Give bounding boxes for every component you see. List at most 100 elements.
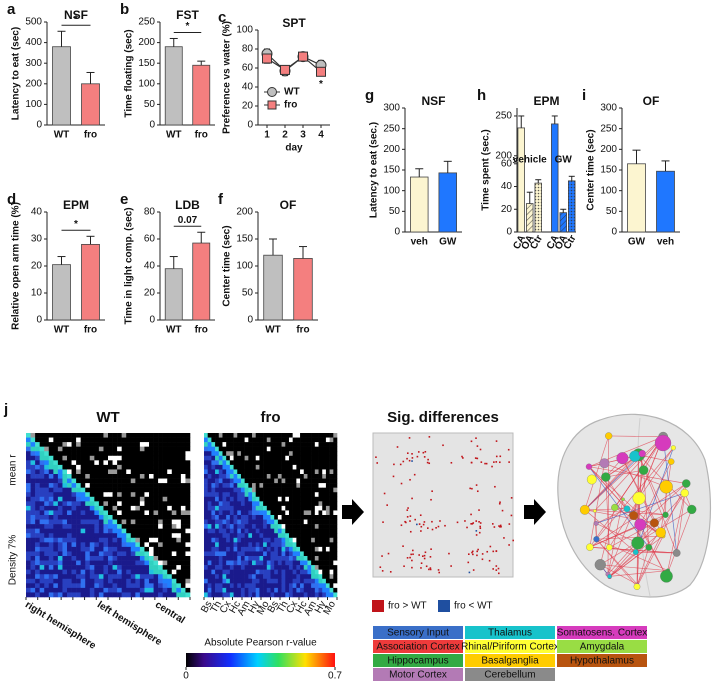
heatmap-cell bbox=[271, 515, 275, 520]
heatmap-cell bbox=[293, 551, 297, 556]
sig-dot bbox=[409, 557, 411, 559]
heatmap-cell bbox=[234, 574, 238, 579]
heatmap-cell bbox=[222, 447, 226, 452]
heatmap-cell bbox=[185, 479, 190, 484]
heatmap-cell bbox=[319, 497, 323, 502]
heatmap-cell bbox=[322, 510, 326, 515]
heatmap-cell bbox=[259, 474, 263, 479]
heatmap-cell bbox=[44, 561, 49, 566]
heatmap-cell bbox=[185, 510, 190, 515]
x-tick-label: fro bbox=[84, 325, 97, 336]
heatmap-cell bbox=[49, 488, 54, 493]
heatmap-cell bbox=[49, 501, 54, 506]
heatmap-cell bbox=[256, 433, 260, 438]
heatmap-cell bbox=[296, 561, 300, 566]
heatmap-cell bbox=[271, 520, 275, 525]
heatmap-cell bbox=[293, 438, 297, 443]
sig-dot bbox=[422, 555, 424, 557]
heatmap-cell bbox=[259, 510, 263, 515]
heatmap-cell bbox=[140, 565, 145, 570]
heatmap-cell bbox=[311, 583, 315, 588]
heatmap-cell bbox=[185, 451, 190, 456]
heatmap-cell bbox=[300, 438, 304, 443]
heatmap-cell bbox=[85, 483, 90, 488]
heatmap-cell bbox=[289, 460, 293, 465]
heatmap-cell bbox=[241, 592, 245, 597]
heatmap-cell bbox=[274, 524, 278, 529]
heatmap-cell bbox=[154, 510, 159, 515]
heatmap-cell bbox=[94, 538, 99, 543]
heatmap-cell bbox=[319, 556, 323, 561]
heatmap-cell bbox=[289, 588, 293, 593]
heatmap-cell bbox=[307, 501, 311, 506]
heatmap-cell bbox=[131, 524, 136, 529]
heatmap-cell bbox=[204, 438, 208, 443]
panel-letter: g bbox=[365, 87, 374, 104]
heatmap-cell bbox=[319, 465, 323, 470]
heatmap-cell bbox=[31, 556, 36, 561]
heatmap-cell bbox=[149, 592, 154, 597]
sig-dot bbox=[480, 527, 482, 529]
heatmap-cell bbox=[167, 433, 172, 438]
heatmap-cell bbox=[285, 469, 289, 474]
heatmap-cell bbox=[289, 479, 293, 484]
heatmap-cell bbox=[289, 529, 293, 534]
heatmap-cell bbox=[293, 469, 297, 474]
heatmap-cell bbox=[94, 469, 99, 474]
heatmap-cell bbox=[215, 456, 219, 461]
sig-dot bbox=[438, 572, 440, 574]
sig-dot bbox=[412, 550, 414, 552]
heatmap-cell bbox=[252, 488, 256, 493]
heatmap-cell bbox=[304, 447, 308, 452]
heatmap-cell bbox=[131, 460, 136, 465]
heatmap-cell bbox=[163, 529, 168, 534]
heatmap-cell bbox=[222, 538, 226, 543]
heatmap-cell bbox=[135, 433, 140, 438]
heatmap-cell bbox=[204, 561, 208, 566]
heatmap-cell bbox=[72, 529, 77, 534]
heatmap-cell bbox=[300, 588, 304, 593]
heatmap-cell bbox=[185, 483, 190, 488]
heatmap-cell bbox=[76, 447, 81, 452]
heatmap-cell bbox=[211, 438, 215, 443]
heatmap-cell bbox=[333, 556, 337, 561]
heatmap-cell bbox=[85, 451, 90, 456]
sig-title: Sig. differences bbox=[387, 409, 499, 426]
heatmap-cell bbox=[319, 588, 323, 593]
heatmap-cell bbox=[176, 474, 181, 479]
heatmap-cell bbox=[117, 547, 122, 552]
heatmap-cell bbox=[333, 592, 337, 597]
heatmap-cell bbox=[122, 451, 127, 456]
heatmap-cell bbox=[94, 588, 99, 593]
heatmap-cell bbox=[144, 451, 149, 456]
heatmap-cell bbox=[35, 488, 40, 493]
heatmap-cell bbox=[234, 451, 238, 456]
heatmap-cell bbox=[76, 442, 81, 447]
heatmap-cell bbox=[99, 542, 104, 547]
heatmap-cell bbox=[67, 547, 72, 552]
heatmap-cell bbox=[315, 488, 319, 493]
heatmap-cell bbox=[135, 510, 140, 515]
region-label: Cerebellum bbox=[484, 670, 535, 681]
heatmap-cell bbox=[117, 469, 122, 474]
heatmap-cell bbox=[163, 547, 168, 552]
heatmap-cell bbox=[307, 561, 311, 566]
heatmap-cell bbox=[252, 561, 256, 566]
heatmap-cell bbox=[58, 583, 63, 588]
heatmap-cell bbox=[282, 469, 286, 474]
sig-dot bbox=[401, 524, 403, 526]
heatmap-cell bbox=[26, 565, 31, 570]
heatmap-cell bbox=[113, 438, 118, 443]
heatmap-cell bbox=[62, 483, 67, 488]
heatmap-cell bbox=[53, 533, 58, 538]
heatmap-cell bbox=[208, 479, 212, 484]
heatmap-cell bbox=[67, 570, 72, 575]
heatmap-cell bbox=[248, 570, 252, 575]
heatmap-cell bbox=[296, 524, 300, 529]
heatmap-cell bbox=[176, 506, 181, 511]
heatmap-cell bbox=[289, 474, 293, 479]
heatmap-cell bbox=[326, 492, 330, 497]
heatmap-cell bbox=[248, 442, 252, 447]
sig-dot bbox=[466, 527, 468, 529]
heatmap-cell bbox=[315, 529, 319, 534]
